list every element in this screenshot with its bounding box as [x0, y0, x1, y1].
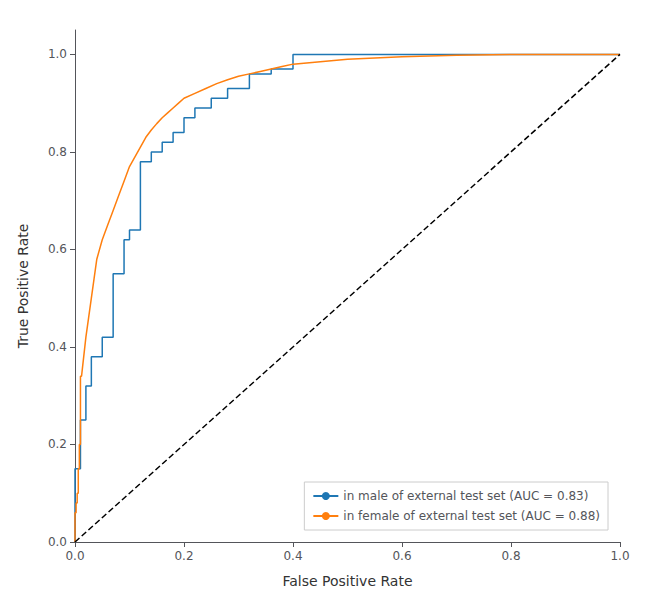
svg-text:0.8: 0.8: [48, 145, 67, 159]
svg-text:True Positive Rate: True Positive Rate: [15, 224, 31, 350]
svg-text:0.8: 0.8: [501, 549, 520, 563]
svg-text:1.0: 1.0: [48, 47, 67, 61]
svg-text:0.2: 0.2: [48, 437, 67, 451]
svg-text:0.4: 0.4: [283, 549, 302, 563]
svg-text:0.2: 0.2: [174, 549, 193, 563]
svg-text:0.6: 0.6: [48, 242, 67, 256]
svg-text:0.6: 0.6: [392, 549, 411, 563]
svg-text:in female of external test set: in female of external test set (AUC = 0.…: [343, 509, 600, 523]
svg-text:0.0: 0.0: [48, 535, 67, 549]
svg-text:1.0: 1.0: [610, 549, 629, 563]
svg-text:0.4: 0.4: [48, 340, 67, 354]
svg-text:0.0: 0.0: [65, 549, 84, 563]
svg-text:in male of external test set (: in male of external test set (AUC = 0.83…: [343, 489, 588, 503]
svg-text:False Positive Rate: False Positive Rate: [282, 573, 412, 589]
